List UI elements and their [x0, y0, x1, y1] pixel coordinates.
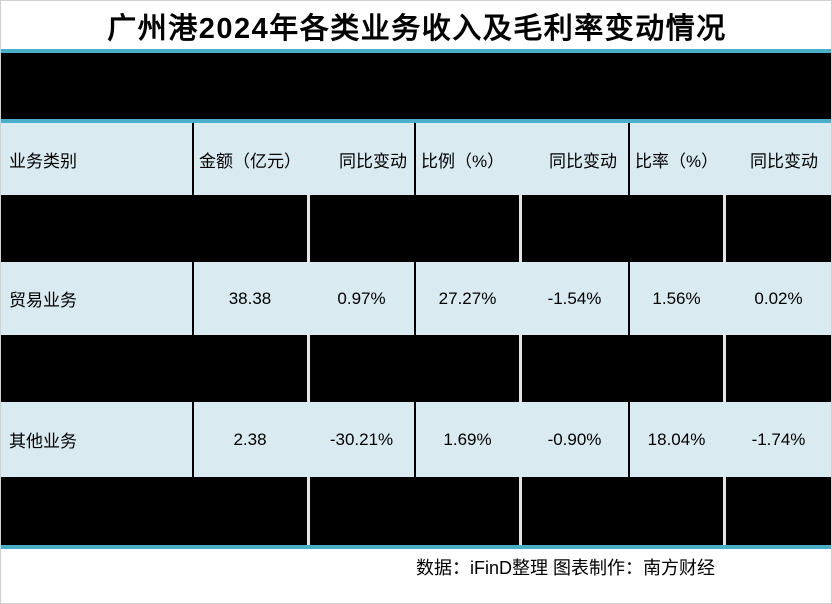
redacted-row-1 — [1, 195, 831, 262]
table-row-other-business: 其他业务 2.38 -30.21% 1.69% -0.90% 18.04% -1… — [1, 402, 831, 477]
cell-proportion: 1.69% — [443, 429, 492, 449]
title-bar: 广州港2024年各类业务收入及毛利率变动情况 — [1, 3, 831, 49]
cell-yoy-1: 0.97% — [337, 288, 386, 308]
redaction-bar — [726, 335, 831, 402]
chart-title: 广州港2024年各类业务收入及毛利率变动情况 — [107, 13, 727, 45]
column-divider-2 — [414, 123, 416, 545]
redaction-bar — [726, 477, 831, 545]
teal-divider-top — [1, 49, 831, 53]
redaction-bar — [522, 477, 723, 545]
redaction-bar — [522, 195, 723, 262]
teal-divider-bottom — [1, 545, 831, 549]
table-header-row: 业务类别 金额（亿元） 同比变动 比例（%） 同比变动 比率（%） 同比变动 — [1, 123, 831, 195]
cell-yoy-2: -1.54% — [547, 288, 602, 308]
cell-category: 贸易业务 — [9, 291, 77, 310]
redaction-bar — [1, 477, 307, 545]
header-business-category: 业务类别 — [9, 151, 77, 171]
redaction-bar — [726, 195, 831, 262]
cell-amount: 38.38 — [228, 288, 272, 308]
header-yoy-change-1: 同比变动 — [339, 151, 407, 171]
redacted-row-3 — [1, 477, 831, 545]
cell-yoy-3: -1.74% — [751, 429, 806, 449]
cell-rate: 18.04% — [647, 429, 706, 449]
cell-category: 其他业务 — [9, 432, 77, 451]
redaction-bar — [1, 195, 307, 262]
footer: 数据：iFinD整理 图表制作：南方财经 — [1, 549, 831, 603]
cell-yoy-1: -30.21% — [329, 429, 394, 449]
column-divider-3 — [628, 123, 630, 545]
cell-amount: 2.38 — [233, 429, 267, 449]
header-proportion: 比例（%） — [421, 151, 505, 171]
column-divider-1 — [192, 123, 194, 545]
redacted-column-group-header — [1, 53, 831, 119]
header-yoy-change-2: 同比变动 — [549, 151, 617, 171]
cell-yoy-3: 0.02% — [754, 288, 803, 308]
redaction-bar — [1, 335, 307, 402]
cell-yoy-2: -0.90% — [547, 429, 602, 449]
cell-proportion: 27.27% — [438, 288, 497, 308]
redacted-row-2 — [1, 335, 831, 402]
cell-rate: 1.56% — [652, 288, 701, 308]
table-body: 业务类别 金额（亿元） 同比变动 比例（%） 同比变动 比率（%） 同比变动 贸… — [1, 123, 831, 545]
header-rate: 比率（%） — [635, 151, 719, 171]
header-amount: 金额（亿元） — [199, 151, 301, 171]
teal-divider-under-group-header — [1, 119, 831, 123]
header-yoy-change-3: 同比变动 — [750, 151, 818, 171]
table-row-trade-business: 贸易业务 38.38 0.97% 27.27% -1.54% 1.56% 0.0… — [1, 262, 831, 335]
redaction-bar — [522, 335, 723, 402]
source-credit: 数据：iFinD整理 图表制作：南方财经 — [416, 558, 716, 578]
